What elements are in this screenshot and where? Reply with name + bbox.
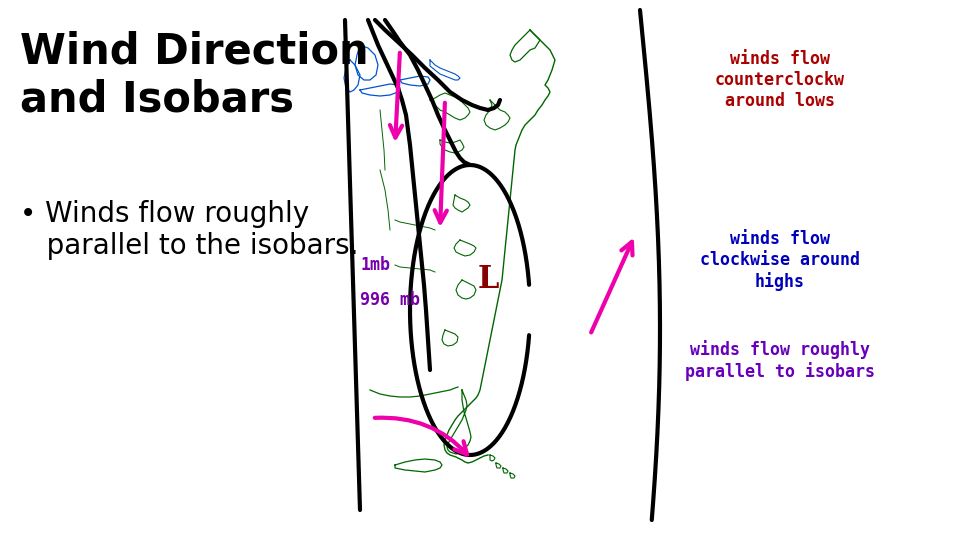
Text: • Winds flow roughly
   parallel to the isobars.: • Winds flow roughly parallel to the iso… bbox=[20, 200, 358, 260]
Text: winds flow
counterclockw
around lows: winds flow counterclockw around lows bbox=[715, 50, 845, 110]
Text: 1mb: 1mb bbox=[360, 256, 390, 274]
Text: winds flow
clockwise around
highs: winds flow clockwise around highs bbox=[700, 230, 860, 291]
Text: Wind Direction
and Isobars: Wind Direction and Isobars bbox=[20, 30, 369, 120]
Text: L: L bbox=[477, 265, 498, 295]
Text: 996 mb: 996 mb bbox=[360, 291, 420, 309]
Text: winds flow roughly
parallel to isobars: winds flow roughly parallel to isobars bbox=[685, 340, 875, 381]
